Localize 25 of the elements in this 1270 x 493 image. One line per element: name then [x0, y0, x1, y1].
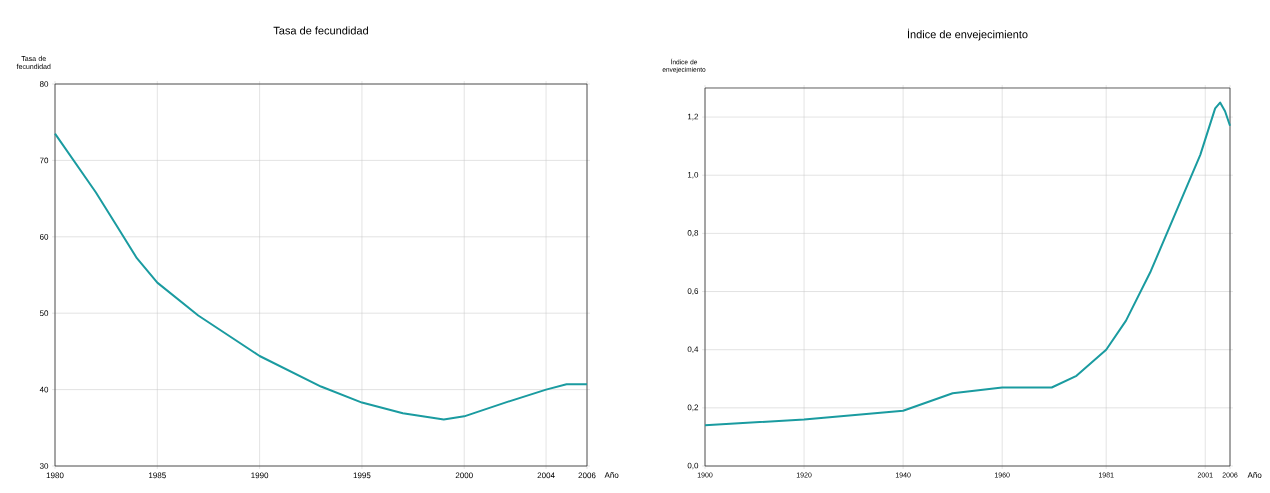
- y-tick-label: 70: [39, 157, 49, 164]
- x-axis-title: Año: [1247, 472, 1262, 478]
- chart-title: İndice de envejecimiento: [907, 28, 1028, 41]
- x-axis-title: Año: [604, 472, 619, 478]
- y-tick-label: 40: [39, 386, 49, 393]
- x-tick-label: 2000: [455, 472, 473, 479]
- y-tick-label: 0,6: [687, 288, 699, 295]
- y-tick-label: 0,0: [687, 462, 699, 470]
- y-tick-label: 0,8: [687, 230, 699, 237]
- y-tick-label: 0,4: [687, 346, 699, 353]
- x-tick-label: 1985: [149, 472, 166, 479]
- line-series: [54, 132, 588, 421]
- x-tick-label: 1995: [353, 472, 371, 479]
- y-tick-label: 80: [39, 81, 49, 87]
- y-tick-label: 1,2: [687, 113, 699, 121]
- y-tick-label: 1,0: [687, 171, 699, 179]
- y-tick-label: 50: [39, 310, 49, 317]
- x-tick-label: 1990: [251, 472, 269, 479]
- chart-title: Tasa de fecundidad: [273, 26, 368, 35]
- y-tick-label: 30: [39, 463, 49, 469]
- y-tick-label: 60: [39, 233, 49, 240]
- y-tick-label: 0,2: [687, 404, 699, 412]
- x-tick-label: 2004: [537, 472, 555, 479]
- x-tick-label: 1980: [46, 472, 64, 479]
- x-tick-label: 2006: [578, 472, 596, 479]
